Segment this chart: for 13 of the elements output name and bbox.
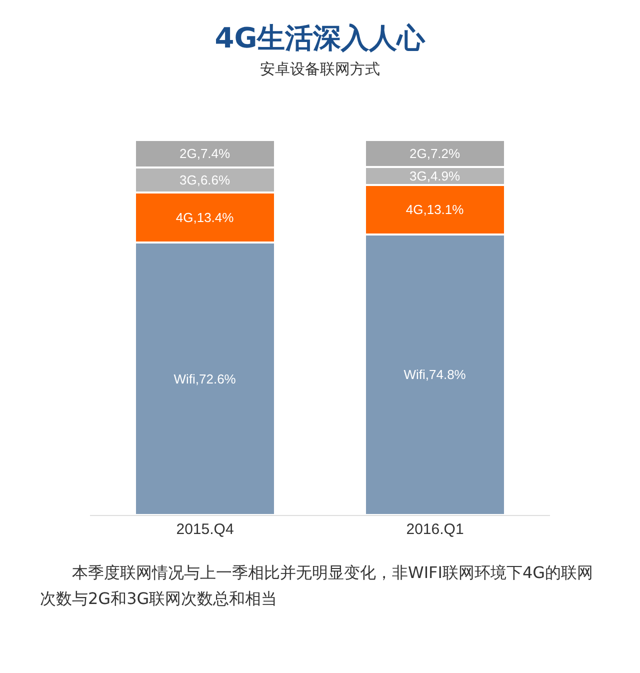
- data-label: 4G,13.4%: [176, 210, 234, 225]
- x-tick-label: 2016.Q1: [406, 521, 464, 538]
- chart-subtitle: 安卓设备联网方式: [260, 60, 380, 78]
- data-label: Wifi,74.8%: [404, 367, 466, 382]
- text: 本季度联网情况与上一季相比并无明显变化，非WIFI联网环境下4G的联网次数与2G和3G联网次数总和相当: [40, 562, 594, 610]
- data-label: 3G,4.9%: [409, 168, 461, 184]
- data-label: 4G,13.1%: [406, 202, 464, 218]
- data-label: 2G,7.2%: [409, 146, 461, 161]
- chart-title: 4G生活深入人心: [214, 22, 426, 55]
- data-label: Wifi,72.6%: [174, 371, 236, 386]
- data-label: 3G,6.6%: [179, 172, 231, 188]
- x-tick-label: 2015.Q4: [176, 521, 234, 538]
- data-label: 2G,7.4%: [179, 146, 231, 162]
